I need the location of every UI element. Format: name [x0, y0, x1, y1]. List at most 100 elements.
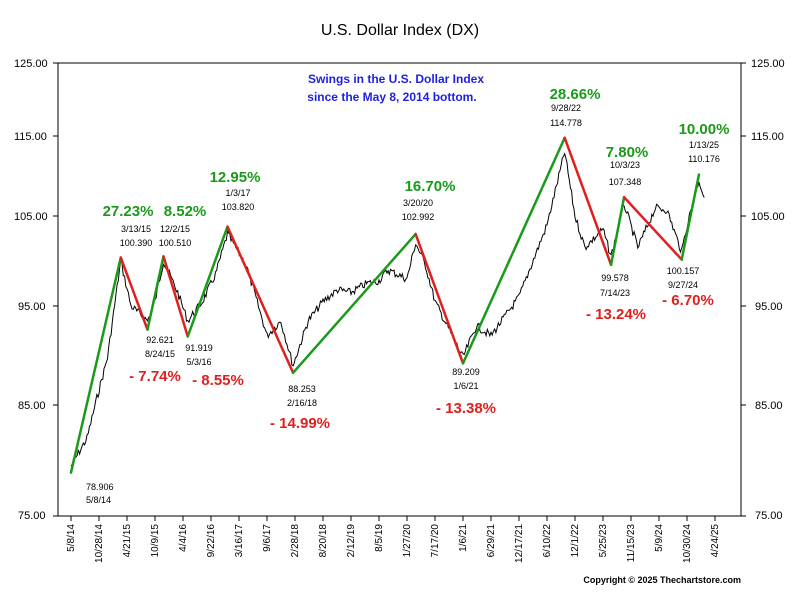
- x-tick-label: 4/24/25: [710, 524, 721, 558]
- pivot-date-2-16-18: 2/16/18: [287, 398, 317, 408]
- decline-swing-line: [119, 256, 149, 331]
- pivot-value-5-8-14: 78.906: [86, 482, 114, 492]
- rise-swing-line: [680, 173, 701, 261]
- y-tick-left-125: 125.00: [14, 58, 48, 70]
- x-tick-label: 4/4/16: [178, 524, 189, 552]
- swing-lines: [69, 136, 701, 474]
- pivot-date-12-2-15: 12/2/15: [160, 224, 190, 234]
- y-tick-right-75: 75.00: [755, 510, 783, 522]
- pivot-value-9-28-22: 114.778: [550, 118, 582, 128]
- pivot-value-9-27-24: 100.157: [667, 266, 700, 276]
- y-tick-right-95: 95.00: [755, 301, 783, 313]
- decline-swing-line: [414, 232, 465, 365]
- pivot-date-9-27-24: 9/27/24: [668, 280, 698, 290]
- pivot-value-12-2-15: 100.510: [159, 238, 192, 248]
- x-tick-label: 4/21/15: [122, 524, 133, 558]
- pivot-date-5-3-16: 5/3/16: [186, 357, 211, 367]
- y-tick-left-95: 95.00: [18, 301, 46, 313]
- x-axis-labels: 5/8/14 10/28/14 4/21/15 10/9/15 4/4/16 9/22/1…: [66, 524, 721, 563]
- plot-area: [57, 62, 742, 517]
- x-tick-label: 10/30/24: [682, 524, 693, 563]
- pivot-value-3-13-15: 100.390: [120, 238, 153, 248]
- x-tick-label: 6/10/22: [542, 524, 553, 558]
- pivot-value-10-3-23: 107.348: [609, 177, 642, 187]
- decline-swing-line: [226, 225, 295, 375]
- x-tick-label: 9/22/16: [206, 524, 217, 558]
- pivot-value-2-16-18: 88.253: [288, 384, 316, 394]
- x-tick-label: 7/17/20: [430, 524, 441, 558]
- rise-7-80: 7.80%: [606, 144, 649, 161]
- rise-swing-line: [609, 195, 626, 267]
- decline-13-38: - 13.38%: [436, 400, 496, 417]
- x-tick-label: 6/29/21: [486, 524, 497, 558]
- pivot-date-9-28-22: 9/28/22: [551, 103, 581, 113]
- rise-swing-line: [291, 232, 417, 375]
- rise-12-95: 12.95%: [210, 169, 261, 186]
- pivot-date-1-13-25: 1/13/25: [689, 140, 719, 150]
- rise-27-23: 27.23%: [103, 203, 154, 220]
- x-tick-label: 1/27/20: [402, 524, 413, 558]
- y-tick-left-85: 85.00: [18, 400, 46, 412]
- x-tick-label: 2/12/19: [346, 524, 357, 558]
- pivot-date-1-3-17: 1/3/17: [225, 188, 250, 198]
- rise-10-00: 10.00%: [679, 121, 730, 138]
- y-tick-left-75: 75.00: [18, 510, 46, 522]
- decline-swing-line: [162, 255, 189, 338]
- x-tick-label: 2/28/18: [290, 524, 301, 558]
- x-tick-label: 10/28/14: [94, 524, 105, 563]
- pivot-date-5-8-14: 5/8/14: [86, 495, 111, 505]
- rise-8-52: 8.52%: [164, 203, 207, 220]
- x-tick-label: 8/5/19: [374, 524, 385, 552]
- decline-14-99: - 14.99%: [270, 415, 330, 432]
- x-tick-label: 9/6/17: [262, 524, 273, 552]
- price-series: [70, 152, 705, 467]
- rise-16-70: 16.70%: [405, 178, 456, 195]
- pivot-value-3-20-20: 102.992: [402, 212, 435, 222]
- x-tick-label: 3/16/17: [234, 524, 245, 558]
- rise-swing-line: [461, 136, 566, 365]
- x-tick-label: 8/20/18: [318, 524, 329, 558]
- decline-swing-line: [563, 136, 613, 267]
- pivot-value-5-3-16: 91.919: [185, 343, 213, 353]
- rise-swing-line: [69, 256, 123, 474]
- pivot-value-1-3-17: 103.820: [222, 202, 255, 212]
- chart-note-line-2: since the May 8, 2014 bottom.: [307, 90, 476, 104]
- pivot-date-1-6-21: 1/6/21: [453, 381, 478, 391]
- x-tick-label: 10/9/15: [150, 524, 161, 558]
- pivot-value-1-6-21: 89.209: [452, 367, 480, 377]
- chart-note-line-1: Swings in the U.S. Dollar Index: [308, 72, 484, 86]
- decline-13-24: - 13.24%: [586, 306, 646, 323]
- pivot-date-7-14-23: 7/14/23: [600, 288, 630, 298]
- pivot-date-3-13-15: 3/13/15: [121, 224, 151, 234]
- y-tick-right-115: 115.00: [751, 131, 784, 143]
- rise-28-66: 28.66%: [550, 86, 601, 103]
- pivot-value-1-13-25: 110.176: [688, 154, 720, 164]
- x-tick-label: 5/25/23: [598, 524, 609, 558]
- rise-swing-line: [186, 225, 229, 338]
- copyright-notice: Copyright © 2025 Thechartstore.com: [583, 575, 741, 585]
- rise-swing-line: [146, 255, 165, 331]
- y-tick-right-125: 125.00: [751, 58, 785, 70]
- axis-ticks: [53, 62, 746, 521]
- chart-title: U.S. Dollar Index (DX): [321, 22, 479, 39]
- pivot-date-8-24-15: 8/24/15: [145, 349, 175, 359]
- decline-7-74: - 7.74%: [129, 368, 181, 385]
- x-tick-label: 12/17/21: [514, 524, 525, 563]
- x-tick-label: 5/9/24: [654, 524, 665, 552]
- y-tick-left-115: 115.00: [14, 131, 47, 143]
- y-tick-right-85: 85.00: [755, 400, 783, 412]
- x-tick-label: 5/8/14: [66, 524, 77, 552]
- decline-swing-line: [622, 195, 683, 261]
- pivot-date-3-20-20: 3/20/20: [403, 198, 433, 208]
- decline-8-55: - 8.55%: [192, 372, 244, 389]
- x-tick-label: 11/15/23: [626, 524, 637, 563]
- decline-6-70: - 6.70%: [662, 292, 714, 309]
- dollar-index-price-line: [70, 152, 705, 467]
- pivot-value-8-24-15: 92.621: [146, 335, 174, 345]
- y-tick-right-105: 105.00: [751, 211, 785, 223]
- x-tick-label: 12/1/22: [570, 524, 581, 558]
- pivot-date-10-3-23: 10/3/23: [610, 160, 640, 170]
- x-tick-label: 1/6/21: [458, 524, 469, 552]
